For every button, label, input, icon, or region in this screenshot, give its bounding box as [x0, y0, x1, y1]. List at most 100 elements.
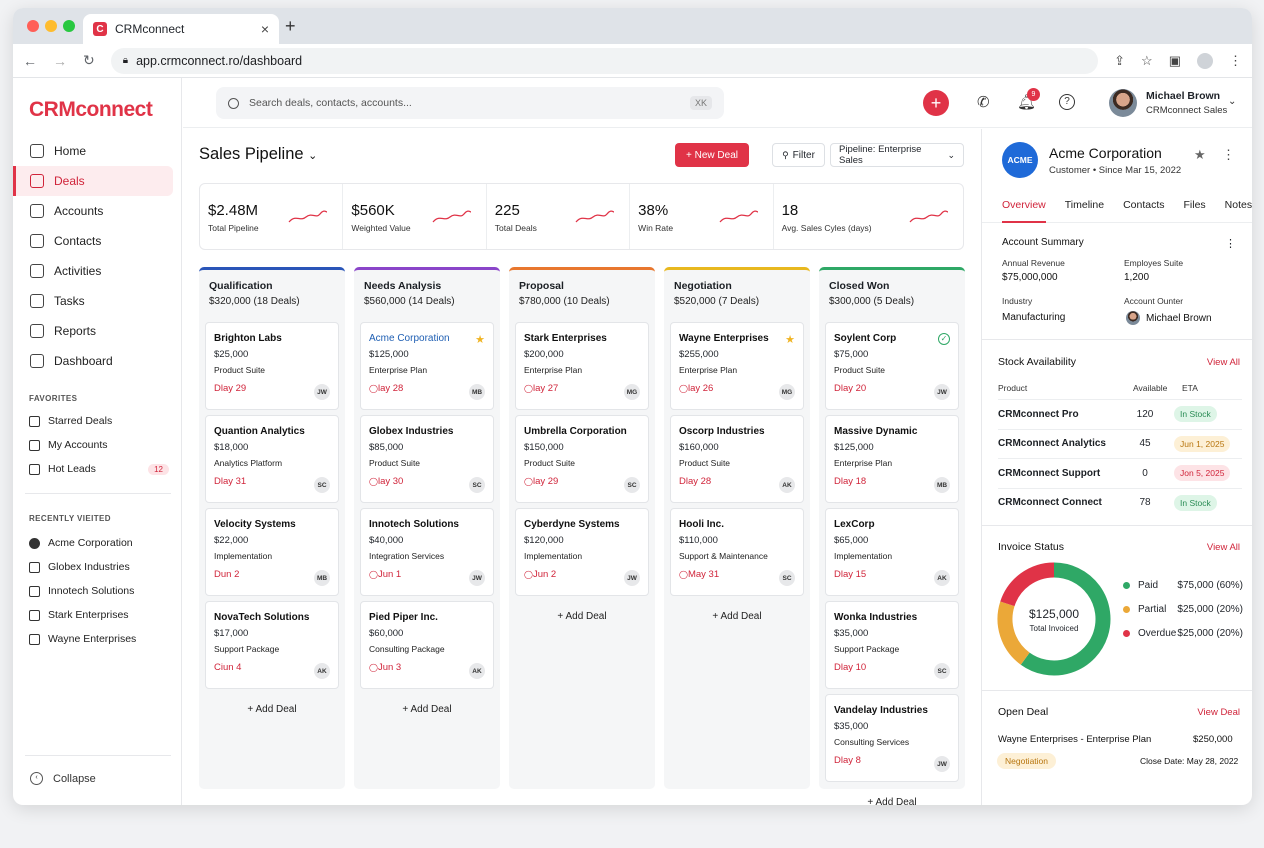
deal-card[interactable]: Velocity Systems $22,000 Implementation Dun… — [205, 508, 339, 596]
filter-button[interactable]: ⚲ Filter — [772, 143, 825, 167]
deal-card[interactable]: Oscorp Industries $160,000 Product Suite Dl… — [670, 415, 804, 503]
reload-icon[interactable]: ↻ — [83, 52, 95, 68]
open-deal-name[interactable]: Wayne Enterprises - Enterprise Plan — [998, 734, 1152, 745]
sidebar-item-tasks[interactable]: Tasks — [13, 286, 182, 316]
add-deal-button[interactable]: + Add Deal — [247, 704, 297, 715]
new-deal-button[interactable]: + New Deal — [675, 143, 749, 167]
user-name[interactable]: Michael Brown — [1146, 90, 1221, 102]
sidebar-item-activities[interactable]: Activities — [13, 256, 182, 286]
tab-contacts[interactable]: Contacts — [1123, 199, 1165, 211]
deal-card[interactable]: Cyberdyne Systems $120,000 Implementation ◯… — [515, 508, 649, 596]
deal-name[interactable]: Velocity Systems — [214, 519, 296, 530]
deal-name[interactable]: Oscorp Industries — [679, 426, 765, 437]
deal-name[interactable]: Umbrella Corporation — [524, 426, 627, 437]
recent-item[interactable]: Innotech Solutions — [29, 579, 169, 603]
deal-name[interactable]: LexCorp — [834, 519, 875, 530]
tab-notes[interactable]: Notes — [1224, 199, 1252, 211]
deal-name[interactable]: Soylent Corp — [834, 333, 897, 344]
sidebar-item-home[interactable]: Home — [13, 136, 182, 166]
deal-card[interactable]: NovaTech Solutions $17,000 Support Package… — [205, 601, 339, 689]
star-icon[interactable]: ★ — [475, 334, 485, 346]
invoice-view-all-link[interactable]: View All — [1206, 542, 1240, 553]
deal-card[interactable]: Pied Piper Inc. $60,000 Consulting Package… — [360, 601, 494, 689]
deal-card[interactable]: Massive Dynamic $125,000 Enterprise Plan Dl… — [825, 415, 959, 503]
sidebar-item-accounts[interactable]: Accounts — [13, 196, 182, 226]
recent-item[interactable]: Wayne Enterprises — [29, 627, 169, 651]
deal-name[interactable]: NovaTech Solutions — [214, 612, 310, 623]
bookmark-star-icon[interactable]: ☆ — [1141, 52, 1153, 68]
deal-name[interactable]: Hooli Inc. — [679, 519, 724, 530]
deal-card[interactable]: Vandelay Industries $35,000 Consulting Ser… — [825, 694, 959, 782]
deal-name[interactable]: Pied Piper Inc. — [369, 612, 438, 623]
sidebar-item-reports[interactable]: Reports — [13, 316, 182, 346]
back-icon[interactable]: ← — [23, 52, 37, 69]
browser-tab[interactable]: C CRMconnect × — [83, 14, 279, 44]
maximize-window-button[interactable] — [63, 20, 75, 32]
browser-menu-icon[interactable]: ⋮ — [1229, 52, 1242, 68]
add-deal-button[interactable]: + Add Deal — [557, 611, 607, 622]
add-deal-button[interactable]: + Add Deal — [712, 611, 762, 622]
deal-name[interactable]: Globex Industries — [369, 426, 454, 437]
new-tab-button[interactable]: + — [285, 16, 296, 36]
favorites-item[interactable]: Hot Leads 12 — [29, 457, 169, 481]
tab-overview[interactable]: Overview — [1002, 193, 1046, 223]
deal-card[interactable]: Innotech Solutions $40,000 Integration Ser… — [360, 508, 494, 596]
deal-card[interactable]: LexCorp $65,000 Implementation Dlay 15 AK — [825, 508, 959, 596]
deal-card[interactable]: Globex Industries $85,000 Product Suite ◯la… — [360, 415, 494, 503]
page-title[interactable]: Sales Pipeline ⌄ — [199, 145, 318, 163]
deal-card[interactable]: Acme Corporation $125,000 Enterprise Plan ◯… — [360, 322, 494, 410]
recent-item[interactable]: Globex Industries — [29, 555, 169, 579]
more-options-icon[interactable]: ⋮ — [1222, 147, 1235, 162]
deal-name[interactable]: Acme Corporation — [369, 333, 450, 344]
share-icon[interactable]: ⇪ — [1114, 52, 1126, 68]
star-icon[interactable]: ★ — [785, 334, 795, 346]
recent-item[interactable]: Acme Corporation — [29, 531, 169, 555]
deal-name[interactable]: Stark Enterprises — [524, 333, 607, 344]
deal-name[interactable]: Brighton Labs — [214, 333, 282, 344]
quick-add-button[interactable]: + — [923, 90, 949, 116]
account-name[interactable]: Acme Corporation — [1049, 145, 1162, 161]
deal-card[interactable]: Wayne Enterprises $255,000 Enterprise Plan… — [670, 322, 804, 410]
sidepanel-icon[interactable]: ▣ — [1168, 52, 1181, 68]
deal-card[interactable]: Soylent Corp $75,000 Product Suite Dlay 20 J… — [825, 322, 959, 410]
view-deal-link[interactable]: View Deal — [1197, 707, 1240, 718]
user-avatar[interactable] — [1109, 89, 1137, 117]
deal-name[interactable]: Innotech Solutions — [369, 519, 459, 530]
forward-icon[interactable]: → — [53, 52, 67, 69]
donut-slice-overdue[interactable] — [1000, 562, 1055, 607]
add-deal-button[interactable]: + Add Deal — [402, 704, 452, 715]
collapse-button[interactable]: ‹ Collapse — [30, 772, 96, 785]
donut-slice-paid[interactable] — [1020, 562, 1111, 676]
close-window-button[interactable] — [27, 20, 39, 32]
user-menu-chevron-icon[interactable]: ⌄ — [1228, 96, 1237, 107]
sidebar-item-deals[interactable]: Deals — [13, 166, 173, 196]
tab-timeline[interactable]: Timeline — [1064, 199, 1105, 211]
tab-files[interactable]: Files — [1183, 199, 1206, 211]
stock-view-all-link[interactable]: View All — [1206, 357, 1240, 368]
favorites-item[interactable]: My Accounts — [29, 433, 169, 457]
donut-slice-partial[interactable] — [997, 601, 1030, 665]
phone-icon[interactable]: ✆ — [977, 94, 990, 111]
favorites-item[interactable]: Starred Deals — [29, 409, 169, 433]
recent-item[interactable]: Stark Enterprises — [29, 603, 169, 627]
favorite-star-icon[interactable]: ★ — [1194, 147, 1206, 162]
pipeline-select[interactable]: Pipeline: Enterprise Sales ⌄ — [830, 143, 964, 167]
sidebar-item-dashboard[interactable]: Dashboard — [13, 346, 182, 376]
deal-card[interactable]: Wonka Industries $35,000 Support Package Dl… — [825, 601, 959, 689]
url-field[interactable]: 🔒︎ app.crmconnect.ro/dashboard — [110, 47, 1099, 74]
add-deal-button[interactable]: + Add Deal — [867, 797, 917, 805]
deal-name[interactable]: Wayne Enterprises — [679, 333, 769, 344]
deal-card[interactable]: Stark Enterprises $200,000 Enterprise Plan… — [515, 322, 649, 410]
deal-name[interactable]: Massive Dynamic — [834, 426, 918, 437]
deal-name[interactable]: Quantion Analytics — [214, 426, 305, 437]
minimize-window-button[interactable] — [45, 20, 57, 32]
deal-card[interactable]: Umbrella Corporation $150,000 Product Suit… — [515, 415, 649, 503]
summary-more-icon[interactable]: ⋮ — [1225, 238, 1236, 250]
profile-icon[interactable] — [1197, 52, 1213, 69]
sidebar-item-contacts[interactable]: Contacts — [13, 226, 182, 256]
close-tab-icon[interactable]: × — [260, 21, 269, 37]
help-icon[interactable]: ? — [1059, 94, 1075, 110]
deal-card[interactable]: Quantion Analytics $18,000 Analytics Platf… — [205, 415, 339, 503]
search-input[interactable]: Search deals, contacts, accounts... XK — [216, 87, 724, 119]
deal-name[interactable]: Wonka Industries — [834, 612, 918, 623]
